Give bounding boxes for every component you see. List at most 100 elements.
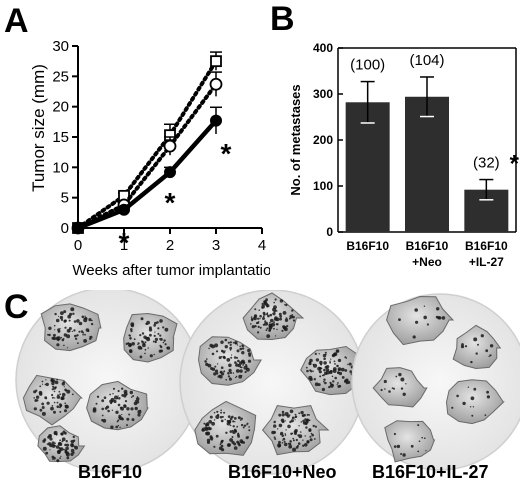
metastasis-spot: [292, 315, 295, 319]
metastasis-spot: [61, 440, 64, 443]
metastasis-spot: [215, 434, 219, 438]
metastasis-spot: [64, 402, 66, 404]
metastasis-spot: [157, 327, 160, 330]
metastasis-spot: [78, 330, 81, 333]
metastasis-spot: [277, 443, 282, 448]
metastasis-spot: [208, 420, 212, 424]
metastasis-spot: [326, 365, 330, 369]
metastasis-spot: [221, 350, 223, 353]
metastasis-spot: [438, 316, 442, 320]
metastasis-spot: [472, 406, 475, 408]
metastasis-spot: [53, 432, 57, 435]
metastasis-spot: [325, 368, 330, 372]
metastasis-spot: [328, 385, 331, 389]
metastasis-spot: [117, 425, 120, 427]
petri-dishes: [15, 290, 520, 475]
metastasis-spot: [297, 442, 301, 445]
metastasis-spot: [242, 364, 245, 366]
metastasis-spot: [234, 421, 236, 423]
metastasis-spot: [309, 358, 313, 363]
metastasis-spot: [234, 361, 237, 364]
metastasis-spot: [335, 349, 340, 353]
metastasis-spot: [65, 452, 70, 457]
metastasis-spot: [62, 430, 66, 434]
metastasis-spot: [281, 413, 285, 417]
metastasis-spot: [152, 340, 155, 343]
metastasis-spot: [262, 311, 266, 315]
metastasis-spot: [349, 370, 353, 373]
metastasis-spot: [51, 441, 55, 445]
metastasis-spot: [218, 446, 223, 451]
metastasis-spot: [265, 298, 268, 302]
metastasis-spot: [456, 394, 459, 398]
metastasis-spot: [237, 359, 240, 363]
y-tick-label: 25: [52, 68, 69, 85]
metastasis-spot: [77, 342, 79, 344]
metastasis-spot: [103, 396, 107, 399]
metastasis-spot: [49, 437, 53, 441]
metastasis-spot: [231, 354, 233, 356]
metastasis-spot: [292, 437, 295, 440]
metastasis-spot: [247, 359, 252, 363]
metastasis-spot: [323, 357, 326, 361]
metastasis-spot: [60, 311, 64, 315]
metastasis-spot: [146, 323, 148, 326]
metastasis-spot: [262, 317, 265, 320]
metastasis-spot: [308, 414, 310, 416]
metastasis-spot: [313, 438, 316, 440]
metastasis-spot: [223, 370, 226, 373]
metastasis-spot: [380, 388, 383, 392]
metastasis-spot: [156, 321, 159, 324]
metastasis-spot: [208, 347, 210, 350]
metastasis-spot: [70, 448, 75, 453]
metastasis-spot: [49, 449, 51, 451]
metastasis-spot: [141, 340, 144, 344]
metastasis-spot: [254, 325, 257, 328]
metastasis-spot: [480, 334, 484, 338]
metastasis-spot: [130, 396, 133, 398]
x-tick-label: 2: [166, 237, 174, 254]
metastasis-spot: [341, 376, 345, 379]
y-tick-label: 30: [52, 38, 69, 55]
metastasis-spot: [243, 365, 248, 370]
metastasis-spot: [240, 417, 243, 420]
metastasis-spot: [309, 438, 313, 442]
metastasis-spot: [110, 397, 115, 402]
x-tick-label: +IL-27: [469, 255, 504, 269]
metastasis-spot: [280, 431, 284, 435]
metastasis-spot: [266, 312, 269, 314]
metastasis-spot: [72, 435, 76, 439]
metastasis-spot: [214, 365, 217, 368]
metastasis-spot: [71, 443, 74, 446]
metastasis-spot: [284, 434, 287, 436]
metastasis-spot: [289, 420, 292, 424]
metastasis-spot: [70, 440, 72, 442]
metastasis-spot: [473, 387, 477, 391]
metastasis-spot: [41, 411, 46, 416]
metastasis-spot: [345, 357, 348, 359]
metastasis-spot: [248, 429, 251, 432]
metastasis-spot: [217, 375, 220, 378]
metastasis-spot: [418, 440, 421, 442]
metastasis-spot: [115, 425, 118, 429]
metastasis-spot: [233, 446, 238, 450]
metastasis-spot: [52, 458, 54, 460]
metastasis-spot: [258, 321, 260, 323]
metastasis-spot: [289, 314, 294, 319]
metastasis-spot: [261, 302, 264, 306]
metastasis-spot: [61, 392, 66, 397]
metastasis-spot: [279, 317, 282, 321]
metastasis-spot: [214, 369, 219, 373]
data-point: [163, 139, 177, 153]
metastasis-spot: [338, 384, 342, 388]
metastasis-spot: [64, 326, 67, 329]
metastasis-spot: [294, 413, 297, 416]
metastasis-spot: [164, 327, 169, 332]
metastasis-spot: [302, 444, 305, 447]
metastasis-spot: [67, 314, 72, 319]
x-tick-label: 4: [258, 237, 266, 254]
metastasis-spot: [222, 355, 226, 359]
metastasis-spot: [225, 431, 228, 434]
metastasis-spot: [56, 343, 60, 347]
metastasis-spot: [121, 413, 123, 416]
